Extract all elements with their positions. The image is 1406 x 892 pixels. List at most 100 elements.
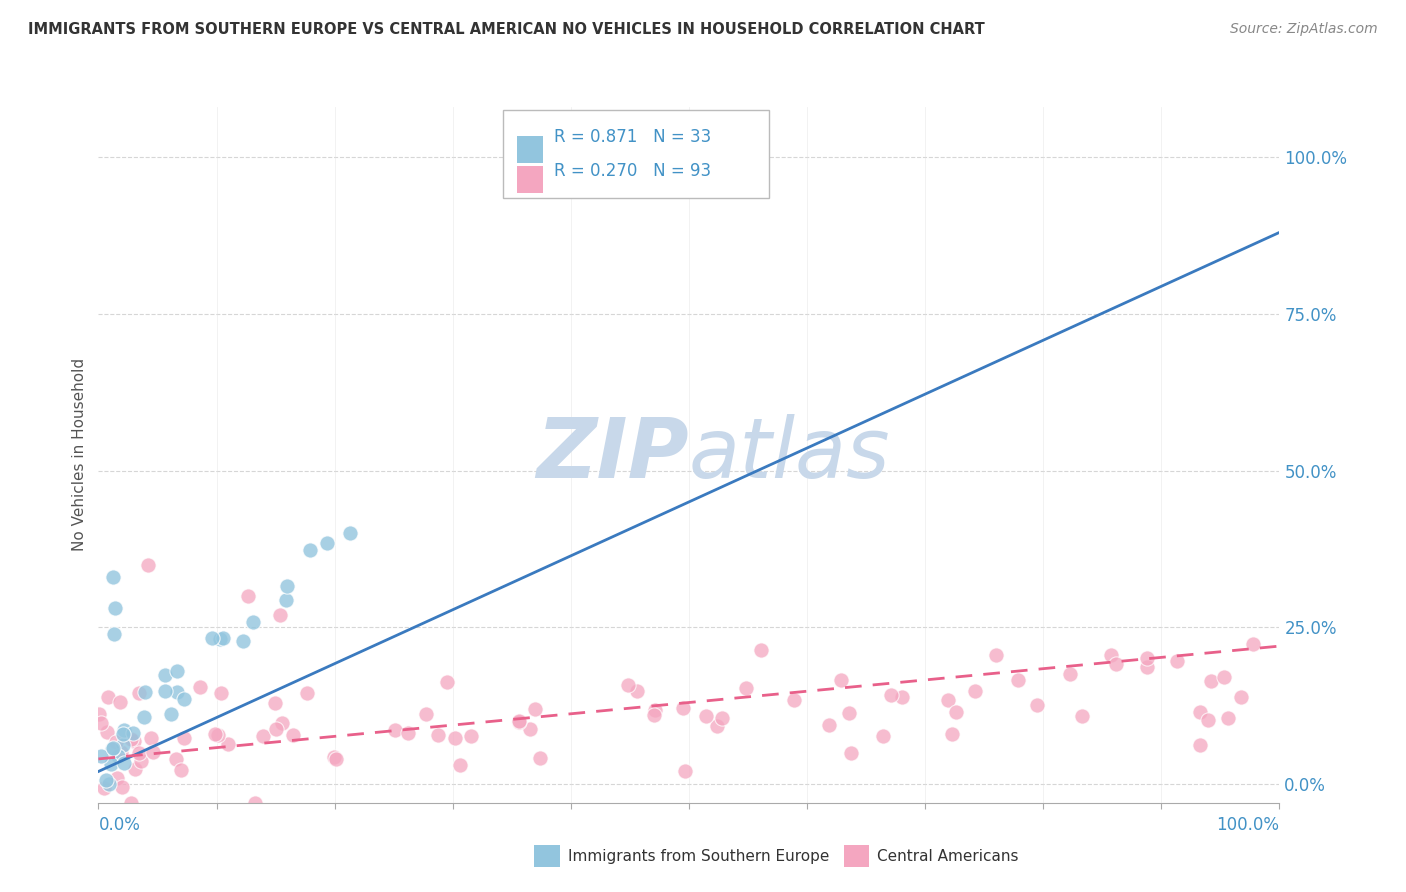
Point <box>269 607 291 622</box>
Point <box>124 762 146 776</box>
Point <box>136 558 159 572</box>
Point <box>112 756 135 770</box>
Point <box>209 686 232 700</box>
Point <box>384 723 406 737</box>
Text: Immigrants from Southern Europe: Immigrants from Southern Europe <box>568 849 830 863</box>
Point <box>120 796 142 810</box>
Point <box>838 706 860 720</box>
Point <box>112 739 135 753</box>
Point <box>508 714 530 729</box>
Point <box>879 689 901 703</box>
Point <box>108 695 131 709</box>
Point <box>1241 637 1264 651</box>
Point <box>90 716 112 731</box>
Point <box>695 708 717 723</box>
Point <box>252 729 274 743</box>
Point <box>142 746 165 760</box>
Point <box>134 685 156 699</box>
Point <box>735 681 758 696</box>
Point <box>1026 698 1049 712</box>
Point <box>643 707 665 722</box>
Point <box>339 526 361 541</box>
Point <box>211 632 233 646</box>
Point <box>105 771 128 785</box>
Point <box>188 681 211 695</box>
Point <box>936 693 959 707</box>
Point <box>299 542 322 557</box>
Point <box>169 763 191 777</box>
Point <box>120 732 142 747</box>
Point <box>508 714 530 729</box>
Point <box>1007 673 1029 687</box>
Text: 100.0%: 100.0% <box>1216 816 1279 834</box>
Text: 0.0%: 0.0% <box>98 816 141 834</box>
Point <box>460 729 482 743</box>
Point <box>644 703 666 717</box>
Point <box>751 642 773 657</box>
Point <box>276 579 298 593</box>
Point <box>322 749 344 764</box>
Text: Central Americans: Central Americans <box>877 849 1019 863</box>
Point <box>817 717 839 731</box>
Point <box>1104 657 1126 672</box>
Point <box>238 589 260 603</box>
Text: R = 0.871   N = 33: R = 0.871 N = 33 <box>554 128 711 146</box>
Point <box>1230 690 1253 705</box>
Point <box>89 706 111 721</box>
Point <box>711 711 734 725</box>
Point <box>890 690 912 704</box>
Point <box>945 705 967 719</box>
Point <box>427 728 450 742</box>
Text: atlas: atlas <box>689 415 890 495</box>
Point <box>1099 648 1122 662</box>
Point <box>449 758 471 772</box>
Point <box>519 723 541 737</box>
Point <box>165 751 187 765</box>
Point <box>245 796 267 810</box>
Point <box>122 734 145 748</box>
Point <box>673 764 696 779</box>
Point <box>984 648 1007 662</box>
Point <box>1189 738 1212 752</box>
Point <box>1197 714 1219 728</box>
Point <box>1166 654 1188 668</box>
Point <box>415 706 437 721</box>
Point <box>839 746 862 760</box>
Point <box>128 686 150 700</box>
Point <box>396 726 419 740</box>
Point <box>523 702 546 716</box>
Point <box>166 664 188 678</box>
Point <box>1071 708 1094 723</box>
Text: Source: ZipAtlas.com: Source: ZipAtlas.com <box>1230 22 1378 37</box>
Point <box>281 728 304 742</box>
Point <box>101 741 124 756</box>
Point <box>111 727 134 741</box>
Point <box>128 746 150 760</box>
Point <box>129 754 152 768</box>
Point <box>1216 711 1239 725</box>
Point <box>103 570 125 584</box>
Point <box>122 726 145 740</box>
Point <box>232 633 254 648</box>
Point <box>155 684 177 698</box>
Point <box>529 751 551 765</box>
Point <box>105 735 128 749</box>
Point <box>626 684 648 698</box>
Point <box>103 626 125 640</box>
Point <box>107 748 129 763</box>
Point <box>134 710 156 724</box>
Point <box>436 674 458 689</box>
Point <box>112 723 135 737</box>
Point <box>97 777 120 791</box>
Point <box>217 737 239 751</box>
Point <box>1213 670 1236 684</box>
Point <box>325 752 347 766</box>
Point <box>96 724 118 739</box>
Point <box>963 684 986 698</box>
Point <box>201 631 224 645</box>
Point <box>672 701 695 715</box>
Point <box>276 593 298 607</box>
Point <box>297 686 319 700</box>
Text: R = 0.270   N = 93: R = 0.270 N = 93 <box>554 161 711 180</box>
Point <box>208 632 231 647</box>
